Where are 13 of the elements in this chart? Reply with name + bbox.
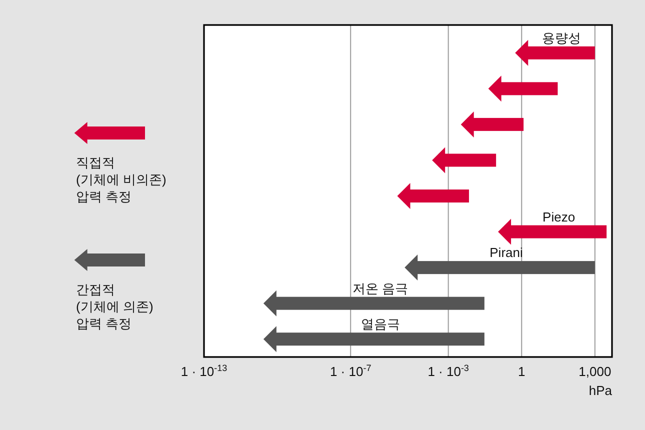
x-axis-title: hPa: [588, 383, 612, 398]
legend-label: 직접적 (기체에 비의존) 압력 측정: [76, 155, 166, 204]
x-tick-label: 1 · 10$^{-3}$: [428, 363, 469, 379]
category-label: 용량성: [542, 30, 582, 46]
legend-label: 간접적 (기체에 의존) 압력 측정: [76, 282, 154, 331]
x-tick-label: 1,000: [578, 364, 612, 379]
category-label: 저온 음극: [352, 280, 408, 296]
x-tick-label: 1: [518, 364, 526, 379]
category-label: 열음극: [360, 316, 400, 332]
x-tick-label: 1 · 10$^{-7}$: [330, 363, 372, 379]
x-tick-label: 1 · 10$^{-13}$: [180, 363, 228, 379]
category-label: Pirani: [490, 245, 523, 260]
category-label: Piezo: [542, 209, 576, 224]
